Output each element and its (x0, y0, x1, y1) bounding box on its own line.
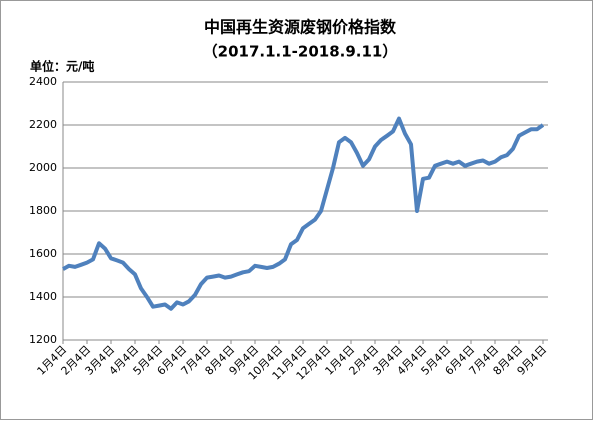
chart-title: 中国再生资源废钢价格指数 (204, 18, 397, 37)
y-tick-label: 2200 (29, 118, 57, 131)
y-tick-label: 2000 (29, 161, 57, 174)
line-series (62, 116, 545, 311)
y-tick-label: 1800 (29, 204, 57, 217)
chart-subtitle: （2017.1.1-2018.9.11） (203, 43, 398, 61)
y-axis-label: 单位：元/吨 (30, 59, 94, 74)
y-tick-label: 2400 (29, 75, 57, 88)
y-tick-label: 1200 (29, 333, 57, 346)
y-tick-label: 1600 (29, 247, 57, 260)
y-tick-label: 1400 (29, 290, 57, 303)
